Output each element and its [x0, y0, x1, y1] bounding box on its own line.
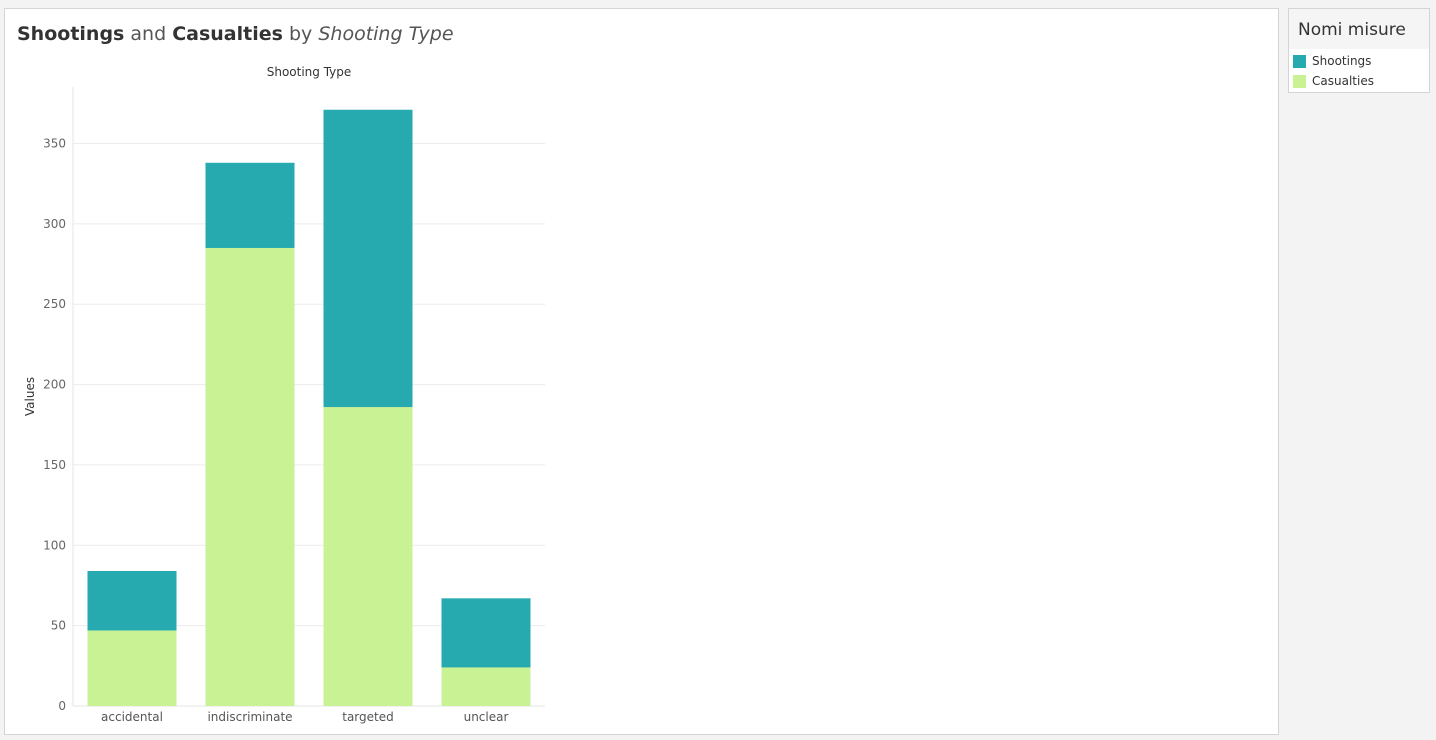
y-tick-label: 350 [43, 137, 66, 151]
x-tick-label: indiscriminate [207, 710, 292, 724]
title-part-by: by [288, 23, 313, 45]
bar-shootings-indiscriminate [205, 162, 295, 248]
y-tick-label: 150 [43, 458, 66, 472]
title-part-casualties: Casualties [172, 23, 283, 45]
bar-casualties-accidental [87, 630, 177, 706]
title-part-and: and [130, 23, 167, 45]
stacked-bar-chart: 0 50 100 150 200 250 300 350 Values Shooting Type… [23, 65, 545, 724]
y-axis-title: Values [23, 377, 37, 416]
x-tick-label: targeted [342, 710, 394, 724]
x-tick-label: accidental [101, 710, 163, 724]
y-tick-label: 50 [51, 619, 66, 633]
legend-item-casualties[interactable]: Casualties [1293, 73, 1374, 89]
bar-shootings-targeted [323, 109, 413, 408]
bar-shootings-accidental [87, 571, 177, 631]
bar-shootings-unclear [441, 598, 531, 668]
y-tick-label: 300 [43, 217, 66, 231]
bar-casualties-unclear [441, 667, 531, 706]
y-tick-label: 0 [58, 699, 66, 713]
chart-title: Shootings and Casualties by Shooting Typ… [17, 23, 454, 45]
column-header: Shooting Type [267, 65, 352, 79]
y-tick-label: 250 [43, 297, 66, 311]
y-tick-label: 200 [43, 378, 66, 392]
legend-swatch-shootings [1293, 54, 1306, 68]
legend-swatch-casualties [1293, 74, 1306, 88]
chart-panel: Shootings and Casualties by Shooting Typ… [4, 8, 1279, 735]
legend-label-shootings: Shootings [1312, 54, 1372, 68]
bar-casualties-targeted [323, 407, 413, 706]
title-part-dimension: Shooting Type [318, 23, 454, 45]
title-part-shootings: Shootings [17, 23, 125, 45]
legend-item-shootings[interactable]: Shootings [1293, 53, 1371, 69]
bar-casualties-indiscriminate [205, 247, 295, 706]
legend-label-casualties: Casualties [1312, 74, 1374, 88]
legend-title: Nomi misure [1289, 9, 1429, 49]
y-tick-label: 100 [43, 538, 66, 552]
x-tick-label: unclear [464, 710, 509, 724]
legend: Nomi misure Shootings Casualties [1288, 8, 1430, 93]
